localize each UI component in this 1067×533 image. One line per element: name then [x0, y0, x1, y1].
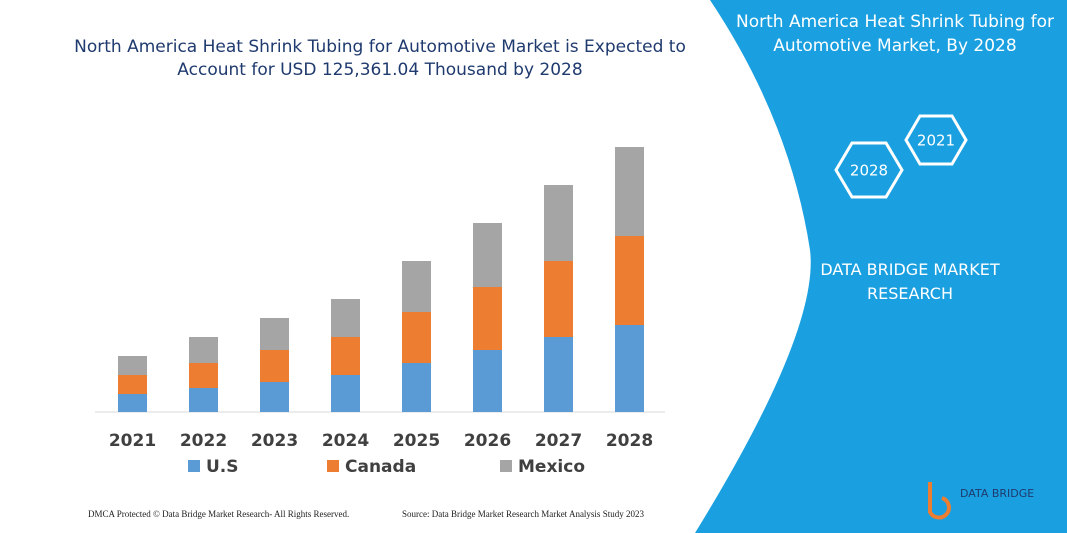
- legend-swatch: [327, 460, 339, 472]
- bar-segment: [402, 312, 431, 363]
- brand: DATA BRIDGE MARKET RESEARCH: [820, 260, 1000, 303]
- x-tick-label: 2028: [606, 431, 653, 451]
- title-box: North America Heat Shrink Tubing for Aut…: [74, 37, 686, 80]
- footer-right: Source: Data Bridge Market Research Mark…: [402, 509, 644, 519]
- bar-segment: [544, 185, 573, 261]
- panel-text: North America Heat Shrink Tubing for Aut…: [736, 12, 1054, 303]
- bar-segment: [189, 388, 218, 412]
- bar-segment: [473, 223, 502, 287]
- bar-segment: [189, 363, 218, 388]
- x-tick-label: 2024: [322, 431, 369, 451]
- bar-segment: [473, 287, 502, 350]
- bar-segment: [544, 261, 573, 337]
- bar-segment: [331, 337, 360, 375]
- legend-label: Mexico: [518, 457, 585, 477]
- legend-label: U.S: [206, 457, 239, 477]
- bar-segment: [189, 337, 218, 363]
- x-tick-label: 2023: [251, 431, 298, 451]
- footer-left: DMCA Protected © Data Bridge Market Rese…: [88, 509, 349, 519]
- bar-segment: [118, 394, 147, 412]
- brand-box: DATA BRIDGE MARKET RESEARCH: [820, 260, 1000, 303]
- bar-segment: [118, 356, 147, 375]
- side-panel: [695, 0, 1067, 533]
- bar-segment: [402, 363, 431, 412]
- panel-title: North America Heat Shrink Tubing for Aut…: [736, 12, 1054, 56]
- legend-swatch: [500, 460, 512, 472]
- logo-mark: [928, 482, 951, 520]
- hexagon: [834, 141, 904, 199]
- bar-segment: [331, 299, 360, 337]
- x-tick-label: 2026: [464, 431, 511, 451]
- x-tick-label: 2021: [109, 431, 156, 451]
- hexagon: [904, 114, 968, 166]
- bar-segment: [615, 147, 644, 236]
- bar-segment: [260, 382, 289, 412]
- x-tick-label: 2022: [180, 431, 227, 451]
- bar-segment: [473, 350, 502, 412]
- bar-segment: [260, 350, 289, 382]
- logo-text: DATA BRIDGE: [960, 487, 1034, 500]
- legend-label: Canada: [345, 457, 416, 477]
- bar-segment: [544, 337, 573, 412]
- bar-segment: [331, 375, 360, 412]
- bar-segment: [615, 236, 644, 325]
- bar-segment: [260, 318, 289, 350]
- bar-segment: [402, 261, 431, 312]
- x-tick-label: 2027: [535, 431, 582, 451]
- bar-segment: [615, 325, 644, 412]
- panel-title-box: North America Heat Shrink Tubing for Aut…: [736, 12, 1054, 56]
- legend-swatch: [188, 460, 200, 472]
- bar-segment: [118, 375, 147, 394]
- hex-label: 2028: [850, 162, 888, 180]
- plot: 2021 2022 2023 2024 2025 2026 2027 2028 U.S Canad…: [109, 147, 653, 477]
- hex-label: 2021: [917, 132, 955, 150]
- chart-title: North America Heat Shrink Tubing for Aut…: [74, 37, 686, 80]
- x-tick-label: 2025: [393, 431, 440, 451]
